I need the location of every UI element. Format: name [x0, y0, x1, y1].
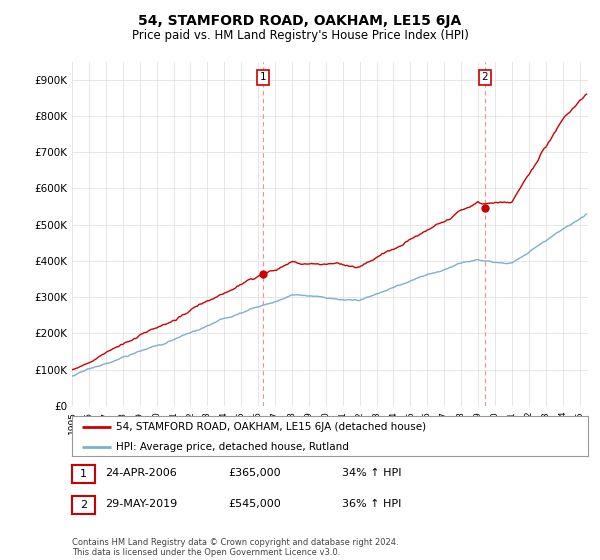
Text: 2: 2	[482, 72, 488, 82]
Text: 34% ↑ HPI: 34% ↑ HPI	[342, 468, 401, 478]
Text: 54, STAMFORD ROAD, OAKHAM, LE15 6JA (detached house): 54, STAMFORD ROAD, OAKHAM, LE15 6JA (det…	[116, 422, 426, 432]
Text: 29-MAY-2019: 29-MAY-2019	[105, 499, 177, 509]
Text: HPI: Average price, detached house, Rutland: HPI: Average price, detached house, Rutl…	[116, 442, 349, 452]
Text: 36% ↑ HPI: 36% ↑ HPI	[342, 499, 401, 509]
Text: Contains HM Land Registry data © Crown copyright and database right 2024.
This d: Contains HM Land Registry data © Crown c…	[72, 538, 398, 557]
Text: 54, STAMFORD ROAD, OAKHAM, LE15 6JA: 54, STAMFORD ROAD, OAKHAM, LE15 6JA	[139, 14, 461, 28]
Text: 2: 2	[80, 500, 87, 510]
Text: £545,000: £545,000	[228, 499, 281, 509]
Text: 1: 1	[260, 72, 266, 82]
Text: £365,000: £365,000	[228, 468, 281, 478]
Text: Price paid vs. HM Land Registry's House Price Index (HPI): Price paid vs. HM Land Registry's House …	[131, 29, 469, 42]
Text: 1: 1	[80, 469, 87, 479]
Text: 24-APR-2006: 24-APR-2006	[105, 468, 177, 478]
